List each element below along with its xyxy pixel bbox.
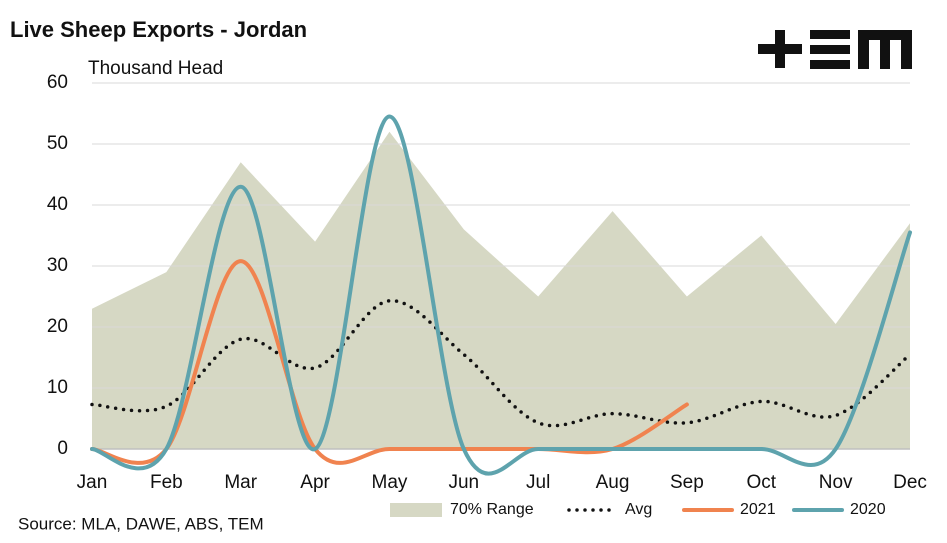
legend-label: 2021 [740,501,776,518]
chart-subtitle: Thousand Head [88,58,223,79]
x-tick-label: Dec [893,472,927,493]
x-tick-label: Apr [300,472,330,493]
y-tick-label: 0 [57,438,68,459]
avg-line [90,299,912,428]
y-tick-label: 10 [47,377,68,398]
x-tick-label: Jul [526,472,550,493]
x-tick-label: Nov [819,472,853,493]
x-tick-label: May [372,472,408,493]
x-tick-label: Jun [448,472,479,493]
series-line [90,114,912,476]
legend-swatch [390,503,442,517]
y-tick-label: 50 [47,133,68,154]
series-line [90,259,689,465]
legend-label: Avg [625,501,652,518]
range-area [92,131,910,450]
y-tick-label: 20 [47,316,68,337]
legend-label: 70% Range [450,501,534,518]
logo [758,30,912,69]
source-note: Source: MLA, DAWE, ABS, TEM [18,514,264,533]
chart-title: Live Sheep Exports - Jordan [10,17,307,42]
x-tick-label: Jan [77,472,108,493]
x-tick-label: Oct [746,472,776,493]
y-tick-label: 30 [47,255,68,276]
x-tick-label: Sep [670,472,704,493]
y-tick-label: 40 [47,194,68,215]
x-tick-label: Feb [150,472,183,493]
x-tick-label: Aug [596,472,630,493]
legend-label: 2020 [850,501,886,518]
plot [90,82,912,476]
y-tick-label: 60 [47,72,68,93]
x-tick-label: Mar [224,472,257,493]
